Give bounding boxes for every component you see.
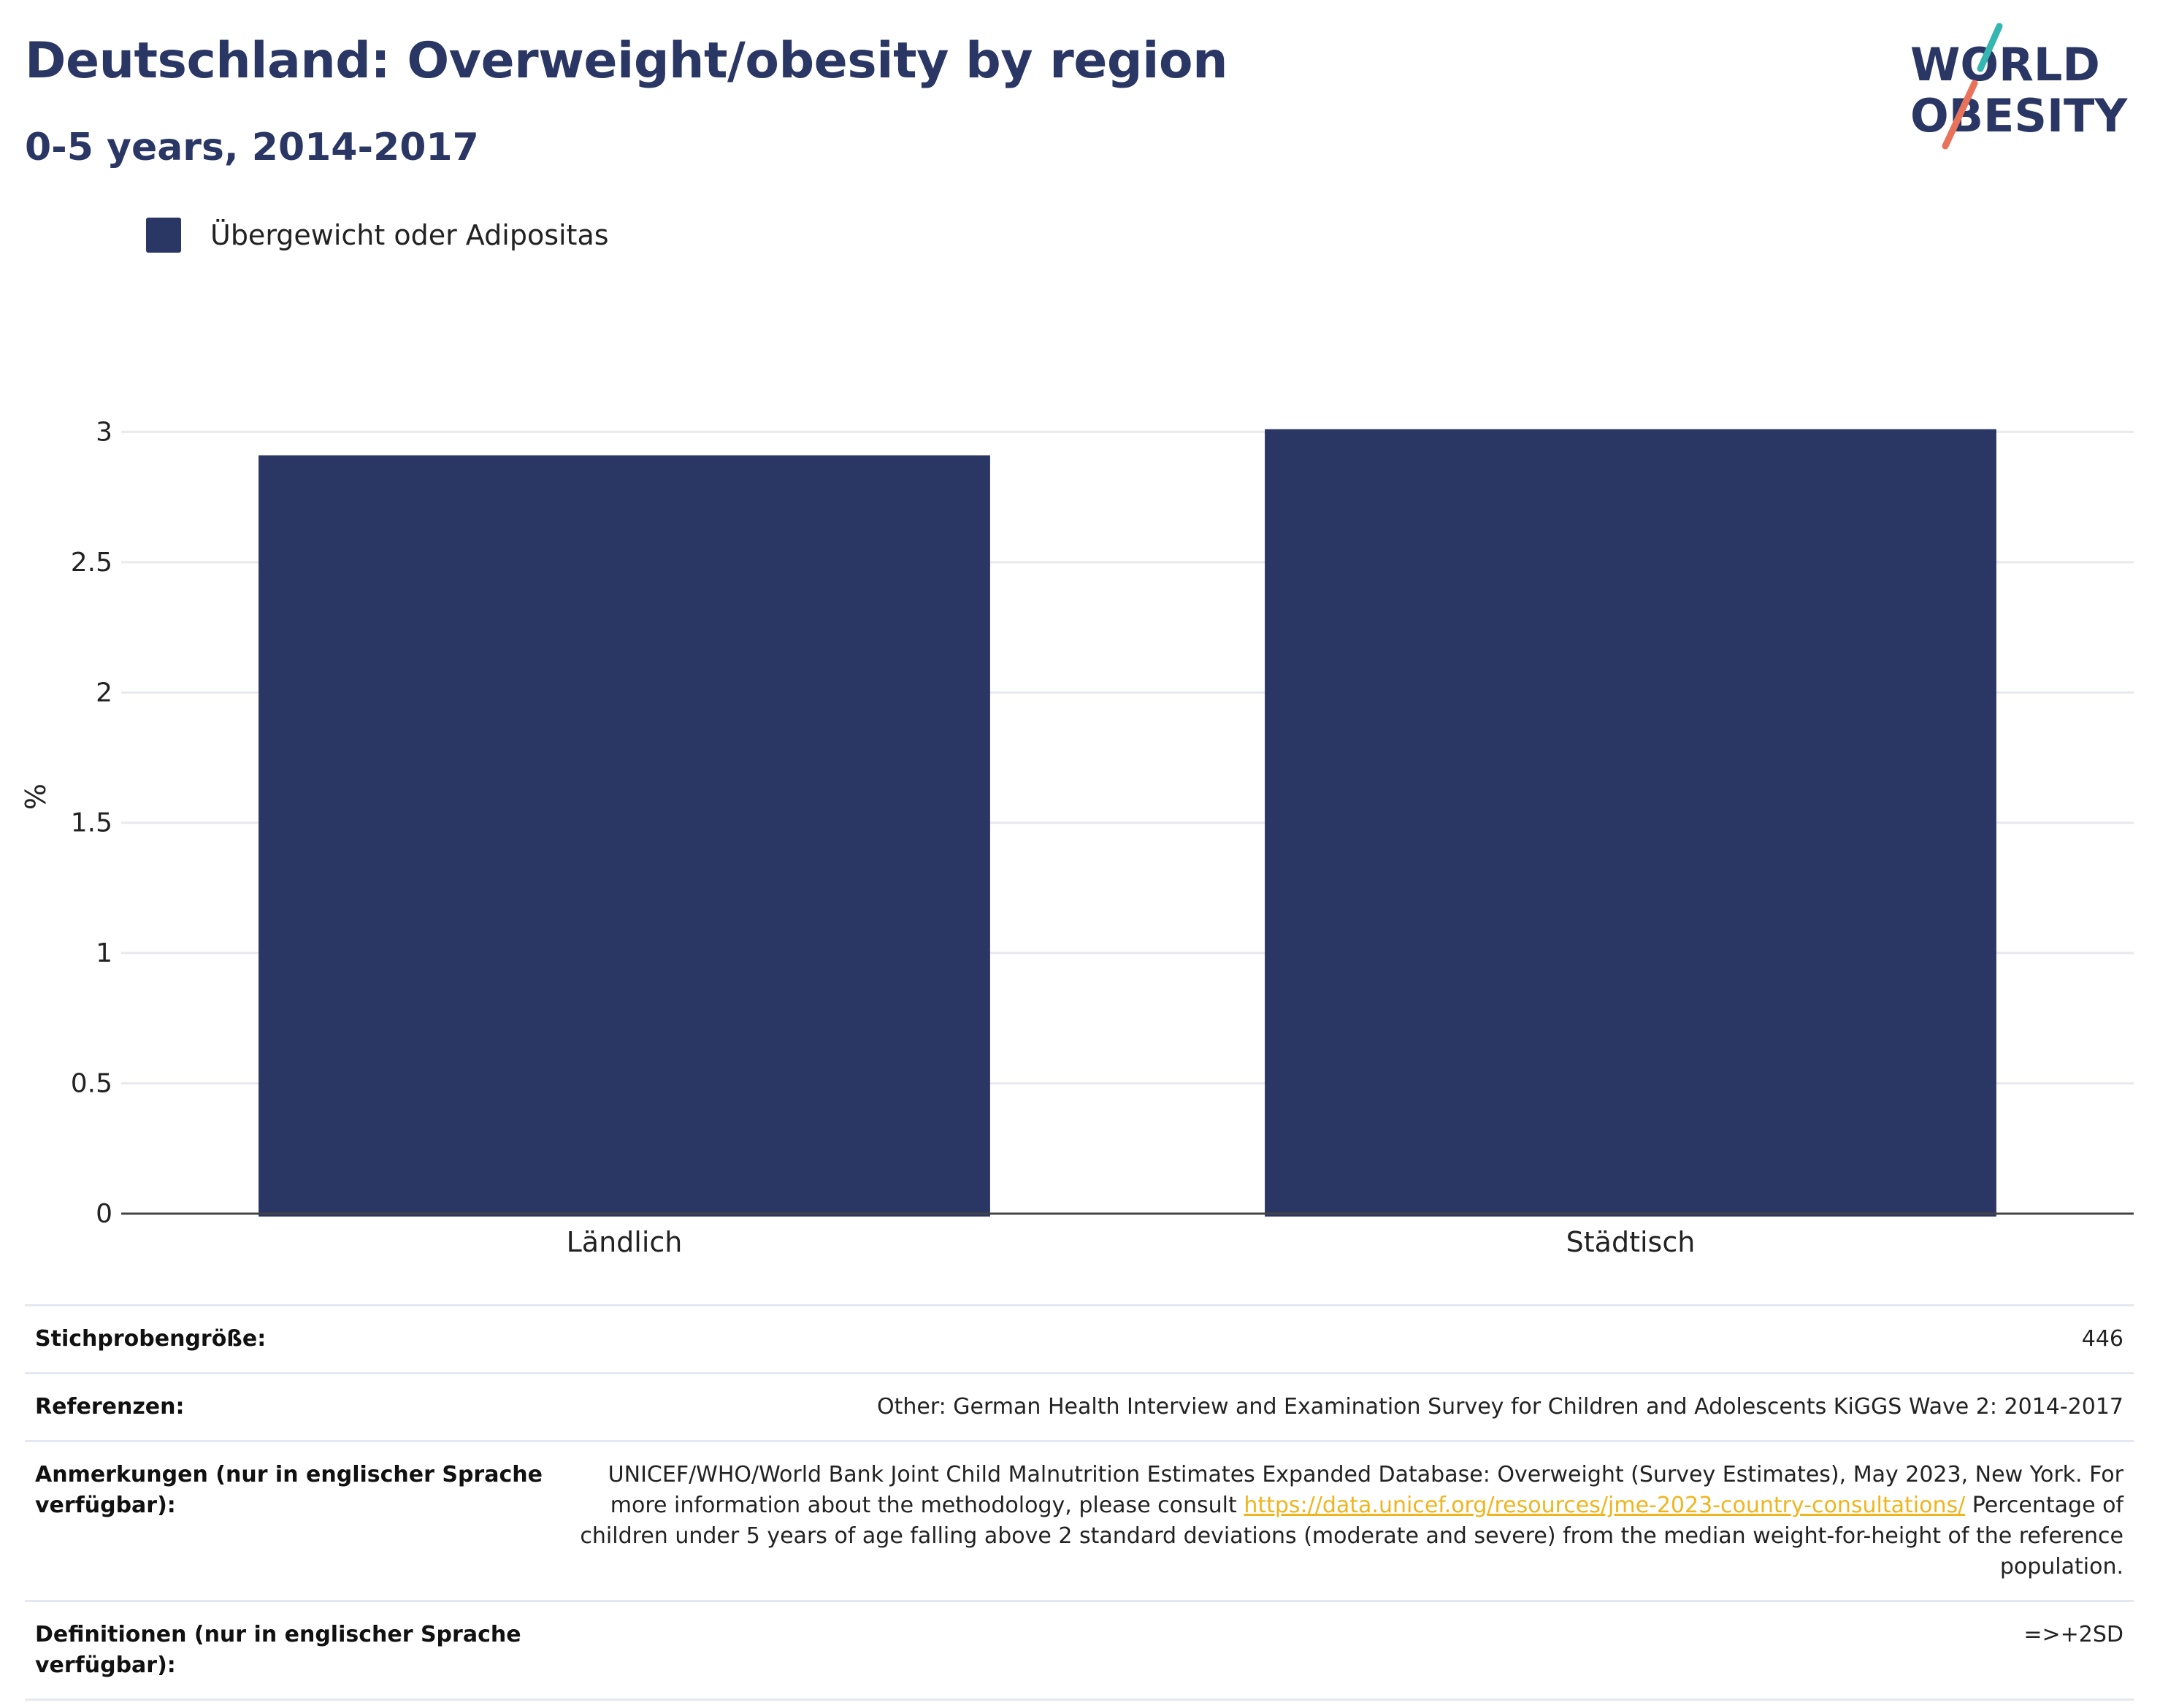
- notes-text-after: Percentage of children under 5 years of …: [580, 1493, 2123, 1579]
- references-label: Referenzen:: [35, 1394, 185, 1420]
- y-tick-label: 2: [96, 678, 112, 708]
- x-tick-label: Ländlich: [567, 1226, 683, 1258]
- y-axis-ticks: 0 0.5 1 1.5 2 2.5 3: [71, 417, 112, 1229]
- bar-chart: 0 0.5 1 1.5 2 2.5 3 Ländlich Städtisch %: [20, 417, 2134, 1258]
- sample-size-label: Stichprobengröße:: [35, 1326, 267, 1352]
- bar: [1265, 429, 1996, 1217]
- y-axis-title: %: [20, 784, 52, 810]
- notes-label: Anmerkungen (nur in englischer Sprache v…: [35, 1462, 543, 1518]
- y-tick-label: 2.5: [71, 548, 112, 578]
- info-row-definitions: Definitionen (nur in englischer Sprache …: [25, 1601, 2134, 1700]
- x-axis-labels: Ländlich Städtisch: [567, 1226, 1696, 1258]
- references-value: Other: German Health Interview and Exami…: [877, 1394, 2123, 1420]
- logo-line-1: WORLD: [1910, 38, 2100, 91]
- y-tick-label: 0.5: [71, 1069, 112, 1099]
- legend-label: Übergewicht oder Adipositas: [210, 219, 609, 251]
- bar: [258, 455, 990, 1217]
- logo-teal-stroke: [1977, 23, 2003, 72]
- info-row-notes: Anmerkungen (nur in englischer Sprache v…: [25, 1441, 2134, 1601]
- chart-title: Deutschland: Overweight/obesity by regio…: [25, 32, 1228, 90]
- sample-size-value: 446: [2081, 1326, 2123, 1352]
- definitions-label: Definitionen (nur in englischer Sprache …: [35, 1622, 521, 1678]
- y-tick-label: 1: [96, 938, 112, 968]
- chart-subtitle: 0-5 years, 2014-2017: [25, 126, 479, 169]
- logo-line-2: OBESITY: [1910, 89, 2128, 142]
- definitions-value: =>+2SD: [2023, 1622, 2123, 1647]
- notes-text-before: UNICEF/WHO/World Bank Joint Child Malnut…: [608, 1462, 2123, 1518]
- info-row-references: Referenzen: Other: German Health Intervi…: [25, 1373, 2134, 1441]
- logo-coral-stroke: [1942, 80, 1978, 150]
- world-obesity-logo: WORLD OBESITY: [1910, 23, 2128, 150]
- notes-link[interactable]: https://data.unicef.org/resources/jme-20…: [1244, 1493, 1966, 1518]
- notes-value: UNICEF/WHO/World Bank Joint Child Malnut…: [556, 1441, 2134, 1601]
- info-table: Stichprobengröße: 446 Referenzen: Other:…: [25, 1304, 2134, 1701]
- info-row-sample-size: Stichprobengröße: 446: [25, 1305, 2134, 1374]
- legend-swatch: [146, 218, 181, 253]
- y-tick-label: 0: [96, 1199, 112, 1229]
- legend[interactable]: Übergewicht oder Adipositas: [146, 218, 609, 253]
- y-tick-label: 1.5: [71, 808, 112, 838]
- bars: [258, 429, 1996, 1217]
- x-tick-label: Städtisch: [1566, 1226, 1696, 1258]
- y-tick-label: 3: [96, 417, 112, 447]
